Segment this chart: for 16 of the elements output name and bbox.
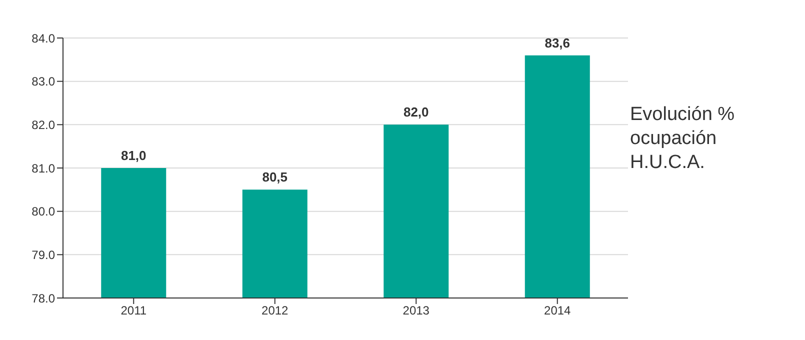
y-tick-label: 78.0 bbox=[32, 291, 56, 306]
x-tick-label: 2012 bbox=[262, 304, 289, 318]
data-label: 82,0 bbox=[403, 104, 429, 120]
data-label: 80,5 bbox=[262, 170, 288, 185]
x-tick-label: 2013 bbox=[402, 304, 430, 318]
y-tick-label: 81.0 bbox=[32, 161, 56, 176]
data-label: 83,6 bbox=[544, 35, 570, 50]
y-tick-label: 82.0 bbox=[32, 118, 56, 132]
data-label: 81,0 bbox=[120, 148, 146, 163]
y-tick-label: 80.0 bbox=[32, 204, 56, 219]
x-tick-label: 2014 bbox=[544, 304, 572, 318]
y-tick-label: 79.0 bbox=[32, 248, 56, 262]
y-tick-label: 83.0 bbox=[32, 74, 56, 89]
y-tick-label: 84.0 bbox=[32, 31, 56, 46]
x-tick-label: 2011 bbox=[120, 304, 147, 318]
text: Evolución % ocupación H.U.C.A. bbox=[630, 103, 736, 175]
